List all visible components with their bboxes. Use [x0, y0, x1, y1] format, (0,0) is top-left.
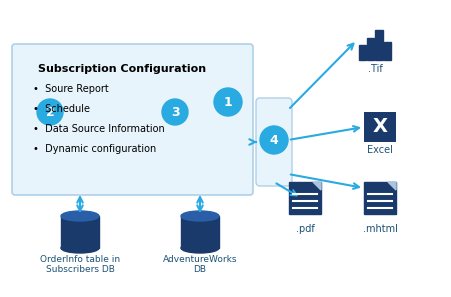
Ellipse shape: [181, 243, 219, 253]
Ellipse shape: [61, 211, 99, 221]
Polygon shape: [313, 182, 321, 190]
Circle shape: [260, 126, 288, 154]
Bar: [181, 216, 219, 248]
Text: •  Soure Report: • Soure Report: [33, 84, 109, 94]
Text: Excel: Excel: [367, 145, 393, 155]
Bar: [367, 37, 374, 60]
Polygon shape: [388, 182, 396, 190]
Text: .mhtml: .mhtml: [363, 224, 397, 234]
Text: OrderInfo table in
Subscribers DB: OrderInfo table in Subscribers DB: [40, 255, 120, 274]
Ellipse shape: [181, 211, 219, 221]
Text: •  Data Source Information: • Data Source Information: [33, 124, 165, 134]
Text: AdventureWorks
DB: AdventureWorks DB: [163, 255, 237, 274]
Bar: [364, 182, 396, 214]
Text: 2: 2: [46, 105, 55, 119]
Circle shape: [37, 99, 63, 125]
Text: Subscription Configuration: Subscription Configuration: [38, 64, 207, 74]
Circle shape: [162, 99, 188, 125]
Bar: [289, 182, 321, 214]
Text: .pdf: .pdf: [295, 224, 314, 234]
Text: 3: 3: [170, 105, 179, 119]
Text: .Tif: .Tif: [368, 64, 382, 74]
Bar: [61, 216, 99, 248]
Bar: [359, 45, 366, 60]
FancyBboxPatch shape: [256, 98, 292, 186]
Ellipse shape: [61, 243, 99, 253]
Circle shape: [214, 88, 242, 116]
Text: •  Dynamic configuration: • Dynamic configuration: [33, 144, 156, 154]
FancyBboxPatch shape: [12, 44, 253, 195]
Text: 1: 1: [224, 96, 232, 108]
Bar: [384, 42, 391, 60]
Text: 4: 4: [270, 133, 278, 146]
Text: •  Schedule: • Schedule: [33, 104, 90, 114]
FancyBboxPatch shape: [364, 112, 396, 142]
Bar: [375, 30, 382, 60]
Text: X: X: [373, 118, 387, 137]
